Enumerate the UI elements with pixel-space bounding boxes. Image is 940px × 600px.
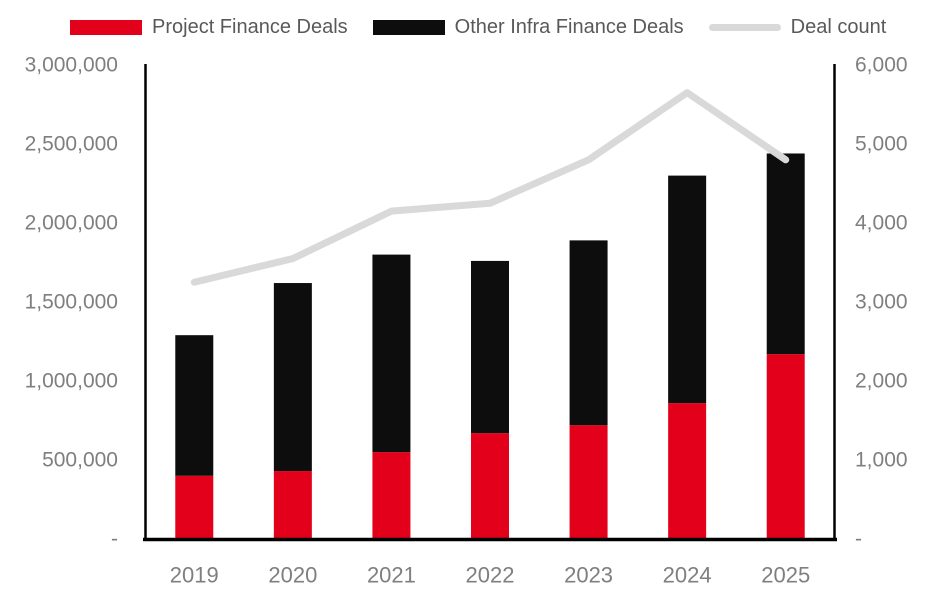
- bar-2022-other-infra-finance: [471, 260, 509, 434]
- bar-2020-project-finance: [273, 471, 312, 539]
- bar-2021-other-infra-finance: [372, 254, 411, 453]
- x-axis-label-2019: 2019: [170, 563, 219, 588]
- legend-label-project-finance-deals: Project Finance Deals: [152, 16, 348, 38]
- legend-label-deal-count: Deal count: [790, 16, 887, 38]
- legend-item-other-infra-finance-deals: Other Infra Finance Deals: [372, 16, 684, 39]
- right-axis-tick-label: 4,000: [855, 212, 908, 235]
- right-axis-tick-label: -: [855, 528, 862, 551]
- left-axis-tick-label: 2,000,000: [25, 212, 118, 235]
- bar-2025-project-finance: [766, 354, 805, 539]
- left-axis-tick-label: 500,000: [42, 449, 118, 472]
- bar-2020-other-infra-finance: [273, 283, 312, 472]
- right-axis-tick-label: 1,000: [855, 449, 908, 472]
- right-axis-tick-label: 2,000: [855, 370, 908, 393]
- legend-swatch-deal-count-line: [708, 24, 781, 31]
- right-axis-tick-label: 5,000: [855, 133, 908, 156]
- bar-2023-other-infra-finance: [569, 240, 608, 426]
- left-axis-tick-label: 1,000,000: [25, 370, 118, 393]
- bar-2025-other-infra-finance: [766, 153, 805, 355]
- legend-item-project-finance-deals: Project Finance Deals: [70, 16, 348, 39]
- legend-swatch-project-finance-deals: [70, 20, 142, 35]
- bar-2023-project-finance: [569, 425, 608, 539]
- legend: Project Finance Deals Other Infra Financ…: [70, 16, 911, 39]
- deal-count-line: [190, 89, 790, 286]
- legend-swatch-other-infra-finance-deals: [372, 20, 445, 35]
- bar-2022-project-finance: [471, 433, 509, 539]
- left-axis-tick-label: 3,000,000: [25, 54, 118, 77]
- x-axis-label-2022: 2022: [466, 563, 515, 588]
- x-axis-label-2024: 2024: [663, 563, 712, 588]
- left-axis-tick-label: 2,500,000: [25, 133, 118, 156]
- left-axis-tick-label: -: [111, 528, 118, 551]
- bar-2019-other-infra-finance: [175, 335, 214, 476]
- bar-2024-other-infra-finance: [668, 175, 707, 404]
- x-axis-label-2023: 2023: [564, 563, 613, 588]
- bar-2024-project-finance: [668, 403, 707, 539]
- right-axis-tick-label: 6,000: [855, 54, 908, 77]
- x-axis-label-2025: 2025: [761, 563, 810, 588]
- right-axis-tick-label: 3,000: [855, 291, 908, 314]
- x-axis-label-2021: 2021: [367, 563, 416, 588]
- legend-label-other-infra-finance-deals: Other Infra Finance Deals: [454, 16, 684, 38]
- legend-item-deal-count: Deal count: [708, 16, 887, 39]
- bar-2021-project-finance: [372, 452, 411, 539]
- left-axis-tick-label: 1,500,000: [25, 291, 118, 314]
- bar-2019-project-finance: [175, 475, 214, 539]
- x-axis-label-2020: 2020: [268, 563, 317, 588]
